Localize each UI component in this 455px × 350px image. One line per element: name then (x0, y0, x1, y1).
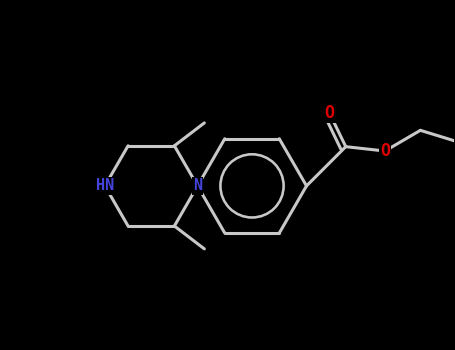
Text: O: O (324, 104, 334, 122)
Text: N: N (193, 178, 202, 194)
Text: HN: HN (96, 178, 114, 194)
Text: O: O (380, 142, 390, 160)
